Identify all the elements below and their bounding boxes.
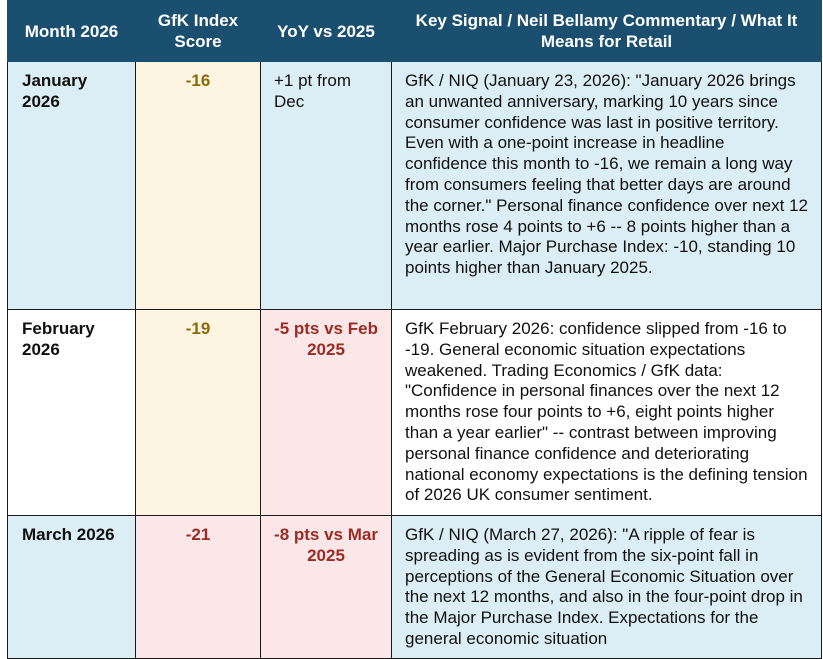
month-cell: January 2026 — [7, 61, 136, 310]
table-row: March 2026 -21 -8 pts vs Mar 2025 GfK / … — [7, 515, 822, 659]
header-commentary: Key Signal / Neil Bellamy Commentary / W… — [391, 0, 822, 62]
yoy-cell: -5 pts vs Feb 2025 — [260, 309, 392, 516]
score-cell: -21 — [135, 515, 261, 659]
score-cell: -16 — [135, 61, 261, 310]
table-header-row: Month 2026 GfK Index Score YoY vs 2025 K… — [7, 0, 822, 62]
commentary-cell: GfK / NIQ (March 27, 2026): "A ripple of… — [391, 515, 822, 659]
header-score: GfK Index Score — [135, 0, 261, 62]
yoy-cell: -8 pts vs Mar 2025 — [260, 515, 392, 659]
yoy-cell: +1 pt from Dec — [260, 61, 392, 310]
commentary-cell: GfK / NIQ (January 23, 2026): "January 2… — [391, 61, 822, 310]
month-cell: March 2026 — [7, 515, 136, 659]
table-row: February 2026 -19 -5 pts vs Feb 2025 GfK… — [7, 309, 822, 516]
score-cell: -19 — [135, 309, 261, 516]
header-month: Month 2026 — [7, 0, 136, 62]
confidence-table-container: Month 2026 GfK Index Score YoY vs 2025 K… — [7, 0, 822, 659]
month-cell: February 2026 — [7, 309, 136, 516]
header-yoy: YoY vs 2025 — [260, 0, 392, 62]
commentary-cell: GfK February 2026: confidence slipped fr… — [391, 309, 822, 516]
table-row: January 2026 -16 +1 pt from Dec GfK / NI… — [7, 61, 822, 310]
gfk-confidence-table: Month 2026 GfK Index Score YoY vs 2025 K… — [7, 0, 822, 659]
